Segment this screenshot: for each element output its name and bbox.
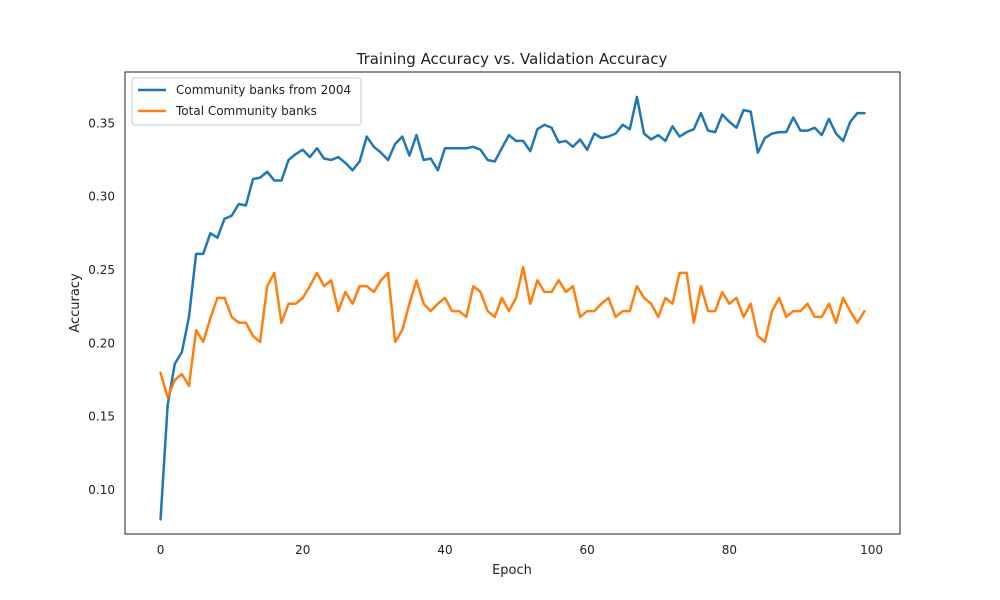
legend: Community banks from 2004 Total Communit… (131, 77, 362, 126)
axes-frame (124, 71, 901, 535)
x-ticks: 0 20 40 60 80 100 (157, 543, 883, 557)
y-tick-label: 0.25 (88, 263, 115, 277)
x-tick-label: 20 (295, 543, 310, 557)
series-line-2 (159, 265, 866, 399)
y-tick-label: 0.35 (88, 116, 115, 130)
legend-label-series-2: Total Community banks (175, 104, 317, 118)
x-tick-label: 100 (860, 543, 883, 557)
y-tick-label: 0.30 (88, 190, 115, 204)
series-line-1 (159, 95, 866, 521)
series-layer (159, 95, 866, 521)
x-tick-label: 60 (580, 543, 595, 557)
y-tick-label: 0.20 (88, 336, 115, 350)
y-axis-label: Accuracy (68, 273, 83, 333)
chart-title: Training Accuracy vs. Validation Accurac… (356, 50, 668, 68)
x-tick-label: 80 (722, 543, 737, 557)
y-tick-label: 0.15 (88, 410, 115, 424)
legend-label-series-1: Community banks from 2004 (176, 83, 351, 97)
y-ticks: 0.10 0.15 0.20 0.25 0.30 0.35 (88, 116, 115, 497)
x-tick-label: 40 (437, 543, 452, 557)
y-tick-label: 0.10 (88, 483, 115, 497)
x-tick-label: 0 (157, 543, 165, 557)
legend-box (131, 77, 362, 126)
x-axis-label: Epoch (492, 563, 532, 578)
